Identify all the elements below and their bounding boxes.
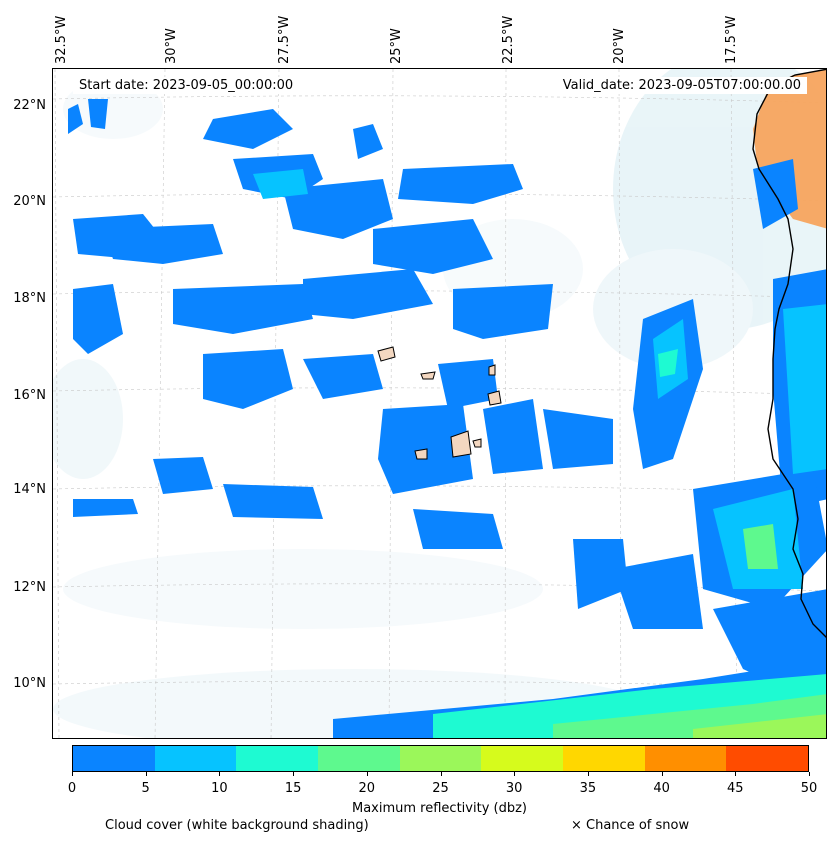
- colorbar-tick-mark: [661, 772, 663, 776]
- lat-label: 16°N: [13, 388, 46, 403]
- colorbar-segment: [154, 746, 237, 771]
- colorbar-segment: [563, 746, 645, 771]
- colorbar-tick-label: 40: [653, 781, 670, 796]
- colorbar-segment: [481, 746, 564, 771]
- africa-land-shading: [753, 69, 826, 229]
- colorbar-segment: [726, 746, 809, 771]
- colorbar-label: Maximum reflectivity (dbz): [352, 801, 527, 816]
- lon-label: 20°W: [612, 28, 627, 64]
- lat-label: 14°N: [13, 482, 46, 497]
- snow-legend: × Chance of snow: [571, 818, 690, 833]
- colorbar-tick-mark: [219, 772, 221, 776]
- lat-label: 20°N: [13, 194, 46, 209]
- african-coastline: [752, 69, 826, 638]
- colorbar-tick-mark: [145, 772, 147, 776]
- lon-label: 25°W: [389, 28, 404, 64]
- colorbar-tick-label: 25: [432, 781, 449, 796]
- colorbar-tick-mark: [293, 772, 295, 776]
- cape-verde-islands: [377, 346, 502, 460]
- lat-label: 22°N: [13, 98, 46, 113]
- colorbar-segment: [318, 746, 400, 771]
- lon-label: 27.5°W: [277, 15, 292, 64]
- colorbar-tick-label: 20: [358, 781, 376, 796]
- colorbar-tick-label: 5: [141, 781, 150, 796]
- reflectivity-high: [253, 169, 826, 738]
- colorbar-tick-label: 10: [211, 781, 228, 796]
- colorbar-tick-mark: [366, 772, 368, 776]
- colorbar-tick-mark: [809, 772, 810, 776]
- start-date-label: Start date: 2023-09-05_00:00:00: [73, 77, 300, 94]
- colorbar-tick-mark: [440, 772, 442, 776]
- lon-label: 30°W: [164, 28, 179, 64]
- colorbar-tick-label: 35: [579, 781, 597, 796]
- colorbar-tick-mark: [587, 772, 589, 776]
- colorbar-tick-label: 45: [727, 781, 744, 796]
- lat-label: 18°N: [13, 291, 46, 306]
- colorbar-tick-label: 30: [505, 781, 523, 796]
- colorbar-tick-mark: [514, 772, 516, 776]
- colorbar-tick-label: 0: [67, 781, 77, 796]
- valid-date-label: Valid_date: 2023-09-05T07:00:00.00: [556, 77, 807, 94]
- colorbar-segment: [73, 746, 155, 771]
- map-panel: [52, 68, 827, 739]
- lat-label: 10°N: [13, 676, 46, 691]
- cloud-cover-legend: Cloud cover (white background shading): [105, 818, 369, 833]
- colorbar-segment: [644, 746, 727, 771]
- colorbar-segment: [236, 746, 319, 771]
- reflectivity-colorbar: [72, 745, 809, 772]
- colorbar-tick-label: 15: [284, 781, 302, 796]
- colorbar-tick-label: 50: [800, 781, 818, 796]
- lon-label: 17.5°W: [724, 15, 739, 64]
- lat-label: 12°N: [13, 580, 46, 595]
- lon-label: 32.5°W: [54, 15, 69, 64]
- lon-label: 22.5°W: [501, 15, 516, 64]
- colorbar-segment: [399, 746, 482, 771]
- colorbar-tick-mark: [72, 772, 73, 776]
- map-canvas: [53, 69, 826, 738]
- colorbar-tick-mark: [735, 772, 737, 776]
